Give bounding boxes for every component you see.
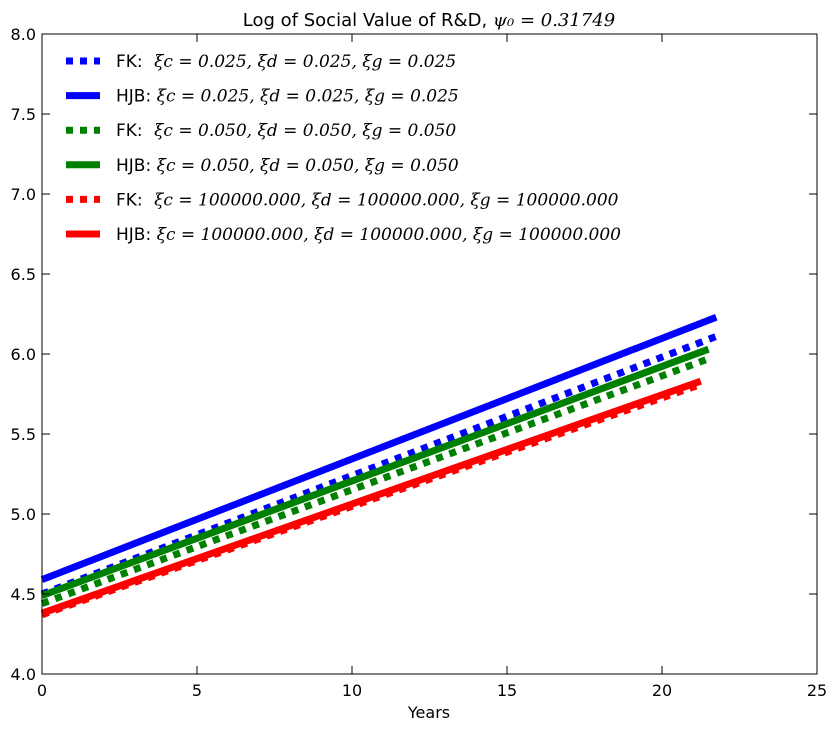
legend-label-0: FK: ξc = 0.025, ξd = 0.025, ξg = 0.025: [116, 52, 456, 72]
legend: FK: ξc = 0.025, ξd = 0.025, ξg = 0.025 HJ…: [66, 52, 621, 245]
y-tick-label-7: 7.5: [11, 105, 36, 124]
x-tick-label-5: 25: [807, 681, 827, 700]
ticks-layer: 0 5 10 15 20 25 4.0 4.5 5.0 5.5 6.0 6.5 7.0 7.5 8.0: [11, 25, 828, 700]
chart-title-text: Log of Social Value of R&D,: [243, 10, 493, 31]
chart-title-math: ψ₀ = 0.31749: [493, 10, 615, 31]
y-tick-label-3: 5.5: [11, 425, 36, 444]
legend-label-2: FK: ξc = 0.050, ξd = 0.050, ξg = 0.050: [116, 121, 456, 141]
y-tick-label-4: 6.0: [11, 345, 36, 364]
legend-label-5: HJB: ξc = 100000.000, ξd = 100000.000, ξ…: [116, 225, 621, 245]
x-tick-label-2: 10: [342, 681, 362, 700]
series-line-1: [40, 313, 718, 583]
y-tick-label-5: 6.5: [11, 265, 36, 284]
x-tick-label-4: 20: [652, 681, 672, 700]
x-tick-label-3: 15: [497, 681, 517, 700]
y-tick-label-1: 4.5: [11, 585, 36, 604]
y-tick-label-8: 8.0: [11, 25, 36, 44]
x-tick-label-0: 0: [37, 681, 47, 700]
y-tick-label-2: 5.0: [11, 505, 36, 524]
x-tick-label-1: 5: [192, 681, 202, 700]
series-line-2: [40, 355, 710, 607]
series-line-3: [40, 345, 710, 599]
legend-label-3: HJB: ξc = 0.050, ξd = 0.050, ξg = 0.050: [116, 156, 459, 176]
series-line-5: [40, 377, 702, 617]
legend-label-4: FK: ξc = 100000.000, ξd = 100000.000, ξg…: [116, 190, 619, 210]
chart-title: Log of Social Value of R&D, ψ₀ = 0.31749: [243, 10, 615, 31]
x-axis-label: Years: [407, 703, 450, 722]
y-tick-label-0: 4.0: [11, 665, 36, 684]
series-layer: [40, 313, 718, 619]
y-tick-label-6: 7.0: [11, 185, 36, 204]
legend-label-1: HJB: ξc = 0.025, ξd = 0.025, ξg = 0.025: [116, 87, 459, 107]
